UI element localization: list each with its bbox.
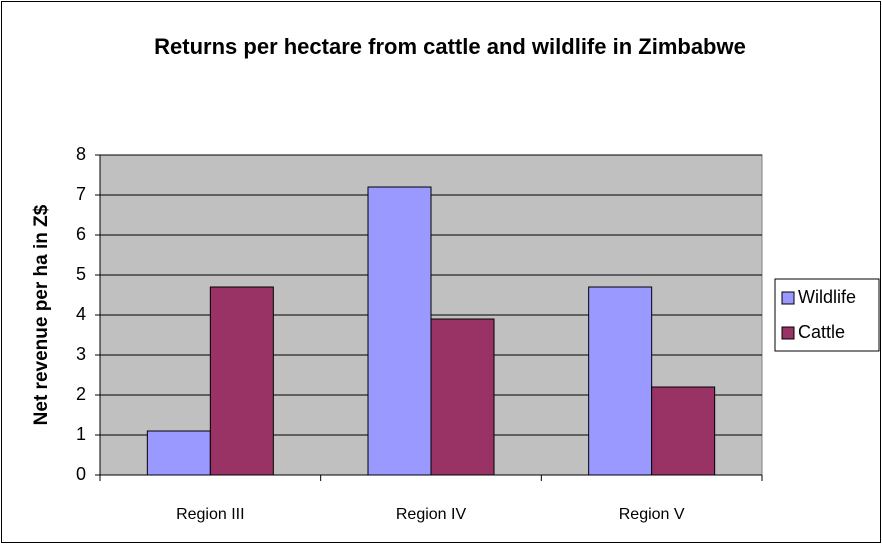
x-tick-label: Region IV <box>396 506 467 523</box>
legend-label: Wildlife <box>798 287 856 307</box>
y-axis-label: Net revenue per ha in Z$ <box>31 204 52 425</box>
y-tick-label: 1 <box>76 424 86 444</box>
x-tick-label: Region III <box>176 506 244 523</box>
bar <box>430 318 495 476</box>
bar <box>367 186 432 476</box>
x-tick-label: Region V <box>619 506 685 523</box>
y-tick-label: 7 <box>76 184 86 204</box>
y-tick-label: 5 <box>76 264 86 284</box>
y-tick-label: 6 <box>76 224 86 244</box>
bar <box>651 386 716 476</box>
y-tick-label: 3 <box>76 344 86 364</box>
bar <box>588 286 653 476</box>
y-tick-label: 0 <box>76 464 86 484</box>
y-tick-label: 8 <box>76 144 86 164</box>
bar <box>146 430 211 476</box>
y-tick-label: 2 <box>76 384 86 404</box>
legend-swatch <box>781 291 795 305</box>
y-tick-label: 4 <box>76 304 86 324</box>
legend-label: Cattle <box>798 322 845 342</box>
legend-swatch <box>781 326 795 340</box>
chart-title: Returns per hectare from cattle and wild… <box>154 34 746 59</box>
bar <box>209 286 274 476</box>
